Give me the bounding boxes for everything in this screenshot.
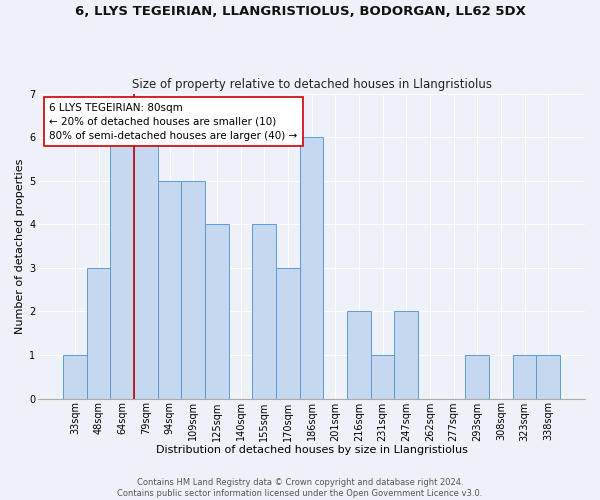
Bar xyxy=(371,355,394,399)
Bar xyxy=(87,268,110,398)
Bar xyxy=(110,137,134,398)
Bar xyxy=(394,312,418,398)
Text: 6, LLYS TEGEIRIAN, LLANGRISTIOLUS, BODORGAN, LL62 5DX: 6, LLYS TEGEIRIAN, LLANGRISTIOLUS, BODOR… xyxy=(74,5,526,18)
Text: 6 LLYS TEGEIRIAN: 80sqm
← 20% of detached houses are smaller (10)
80% of semi-de: 6 LLYS TEGEIRIAN: 80sqm ← 20% of detache… xyxy=(49,102,298,141)
Bar xyxy=(466,355,489,399)
Y-axis label: Number of detached properties: Number of detached properties xyxy=(15,158,25,334)
Bar xyxy=(134,137,158,398)
Bar xyxy=(158,180,181,398)
Bar xyxy=(63,355,87,399)
Bar xyxy=(205,224,229,398)
Bar xyxy=(181,180,205,398)
Bar xyxy=(276,268,300,398)
X-axis label: Distribution of detached houses by size in Llangristiolus: Distribution of detached houses by size … xyxy=(155,445,467,455)
Bar xyxy=(253,224,276,398)
Bar xyxy=(513,355,536,399)
Bar xyxy=(347,312,371,398)
Text: Contains HM Land Registry data © Crown copyright and database right 2024.
Contai: Contains HM Land Registry data © Crown c… xyxy=(118,478,482,498)
Bar xyxy=(536,355,560,399)
Bar xyxy=(300,137,323,398)
Title: Size of property relative to detached houses in Llangristiolus: Size of property relative to detached ho… xyxy=(131,78,491,91)
